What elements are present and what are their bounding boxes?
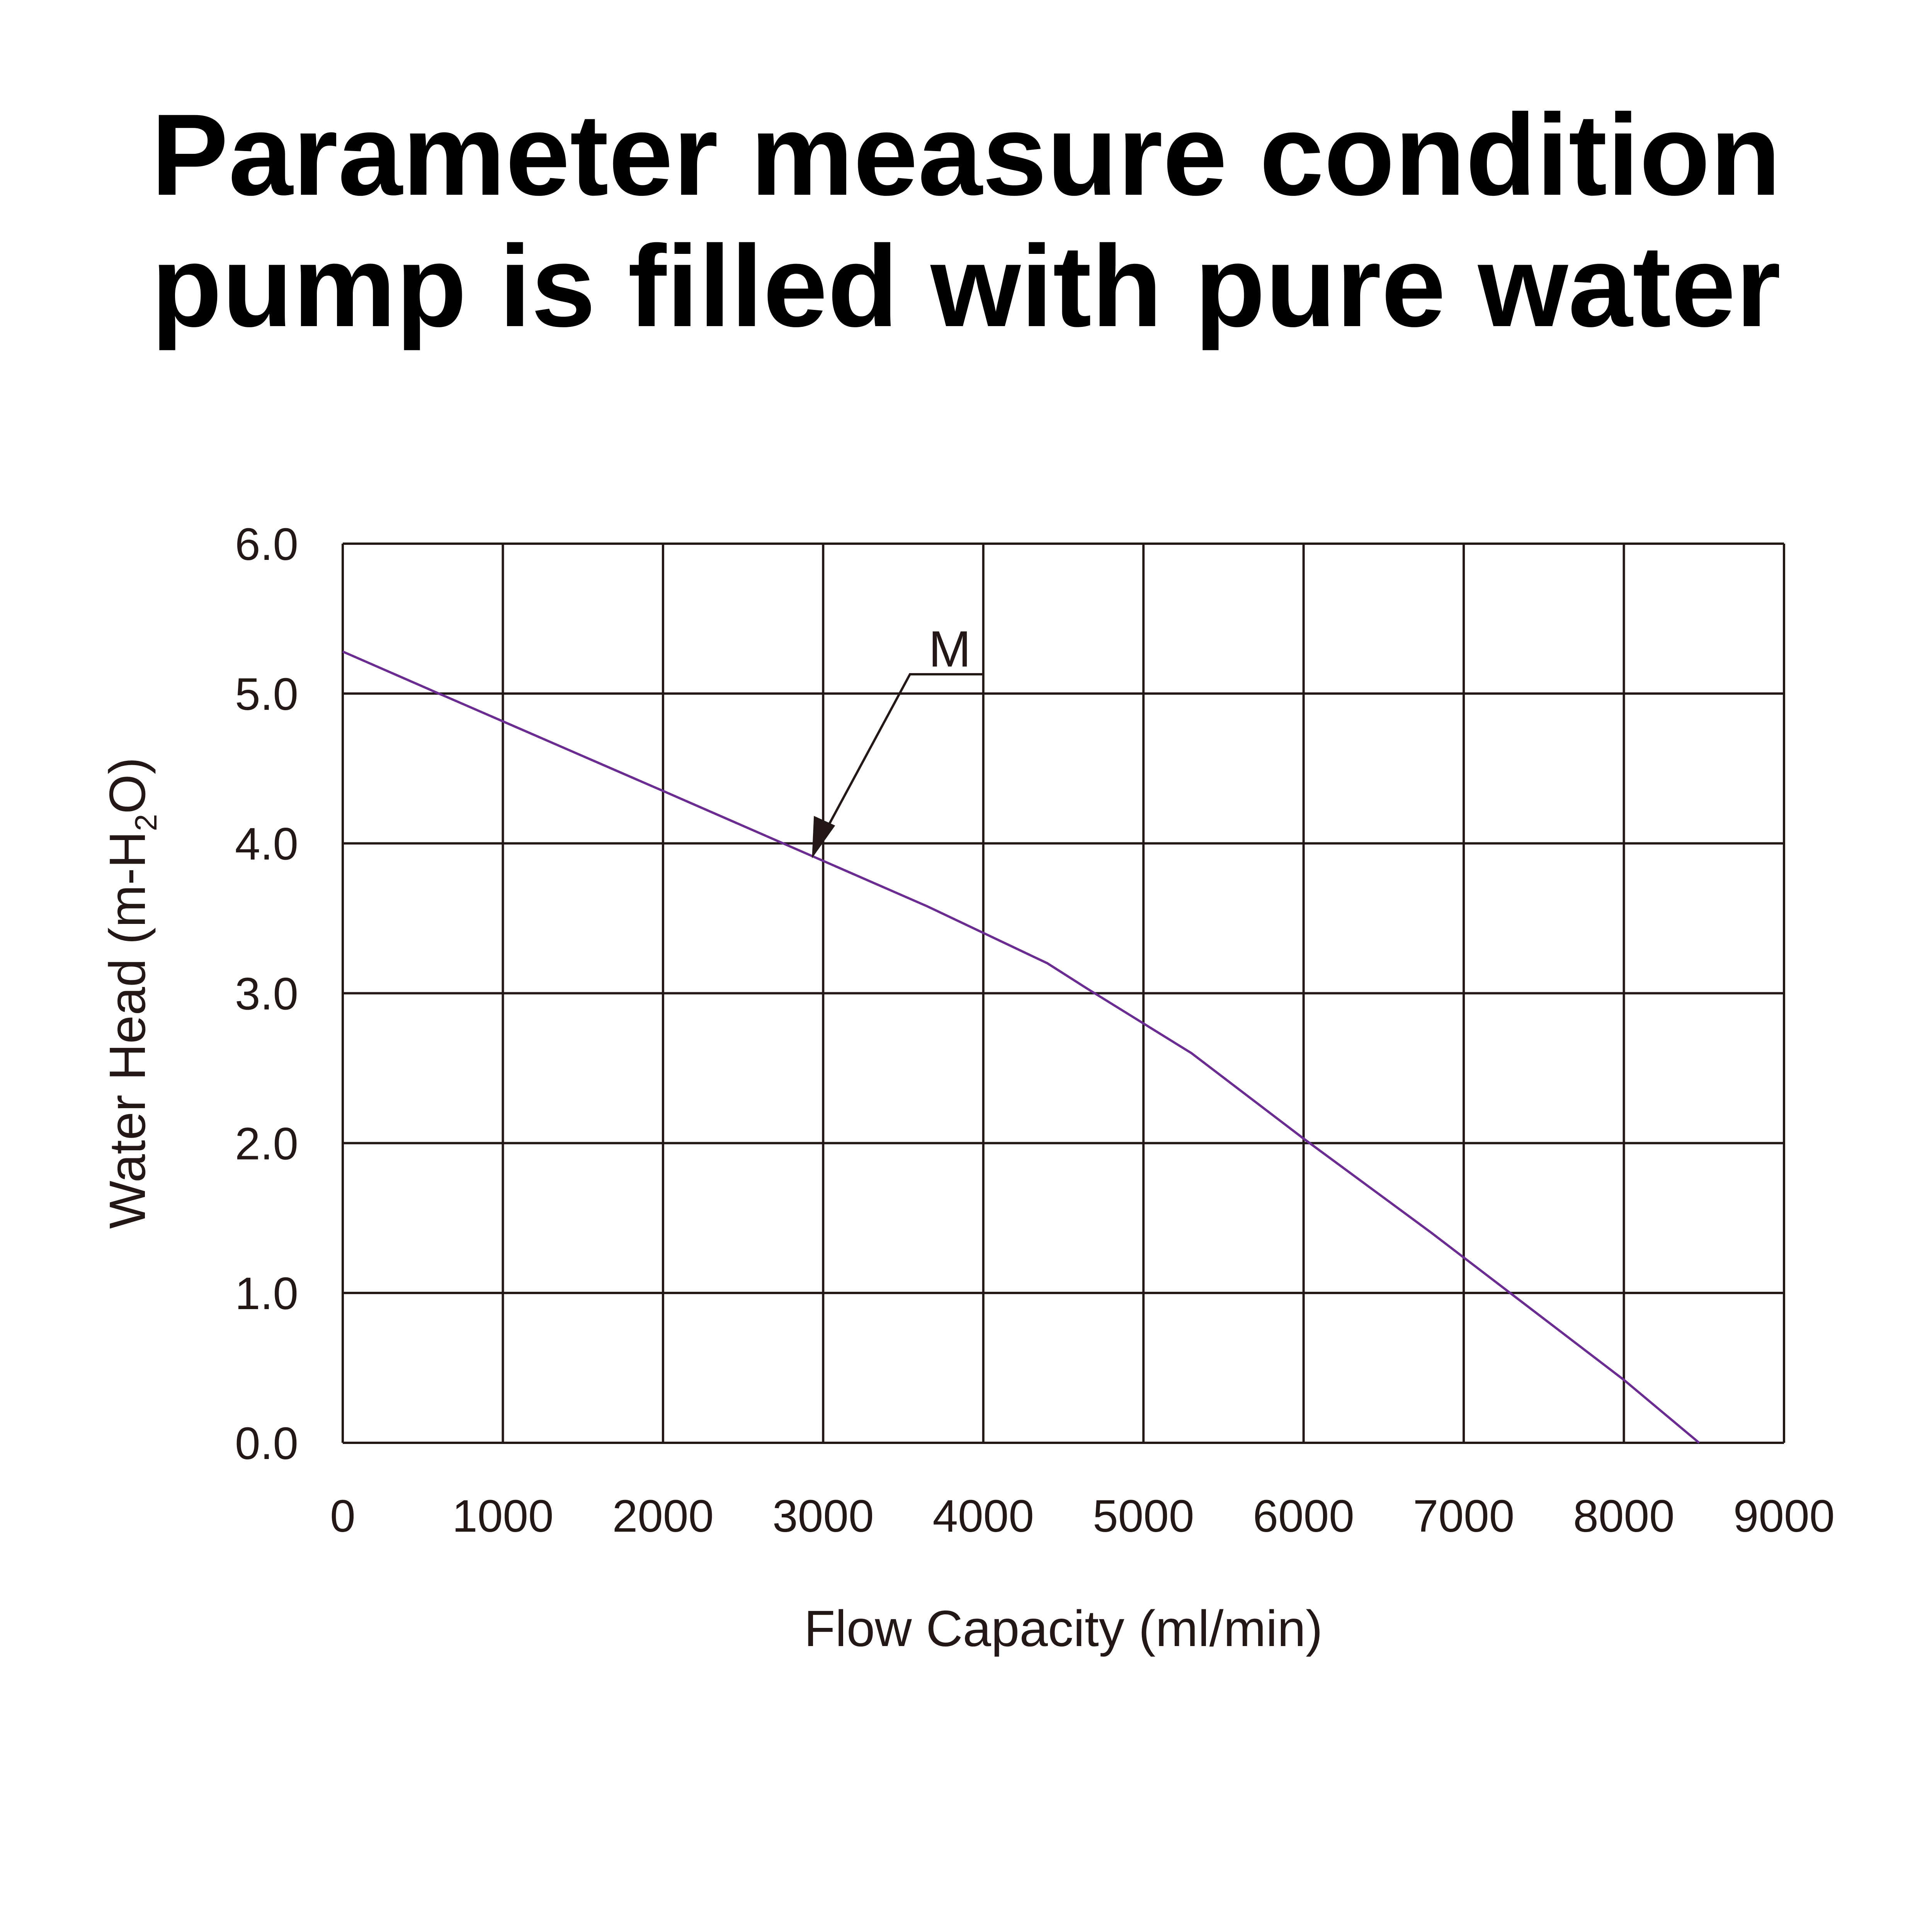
y-tick-label: 1.0 — [235, 1268, 298, 1319]
x-tick-label: 1000 — [452, 1491, 554, 1542]
x-tick-label: 4000 — [933, 1491, 1034, 1542]
x-axis-label: Flow Capacity (ml/min) — [804, 1600, 1323, 1657]
y-tick-label: 6.0 — [235, 519, 298, 570]
annotation-leader-line — [826, 673, 983, 828]
x-tick-label: 6000 — [1253, 1491, 1354, 1542]
y-tick-label: 0.0 — [235, 1418, 298, 1469]
y-axis-label: Water Head (m-H2O) — [99, 757, 163, 1229]
y-tick-label: 2.0 — [235, 1118, 298, 1169]
y-tick-label: 3.0 — [235, 969, 298, 1020]
x-tick-label: 5000 — [1093, 1491, 1194, 1542]
chart-title-line-1: Parameter measure condition — [151, 90, 1781, 219]
x-tick-label: 9000 — [1733, 1491, 1835, 1542]
x-tick-label: 8000 — [1573, 1491, 1675, 1542]
x-tick-label: 2000 — [612, 1491, 714, 1542]
x-tick-label: 7000 — [1413, 1491, 1515, 1542]
annotation-label-m: M — [929, 621, 971, 677]
chart-title-line-2: pump is filled with pure water — [151, 221, 1781, 351]
y-tick-label: 5.0 — [235, 669, 298, 720]
x-tick-label: 3000 — [772, 1491, 874, 1542]
series-line-m — [342, 650, 1700, 1444]
annotation-arrowhead — [812, 816, 835, 859]
y-tick-label: 4.0 — [235, 819, 298, 870]
x-tick-label: 0 — [330, 1491, 355, 1542]
